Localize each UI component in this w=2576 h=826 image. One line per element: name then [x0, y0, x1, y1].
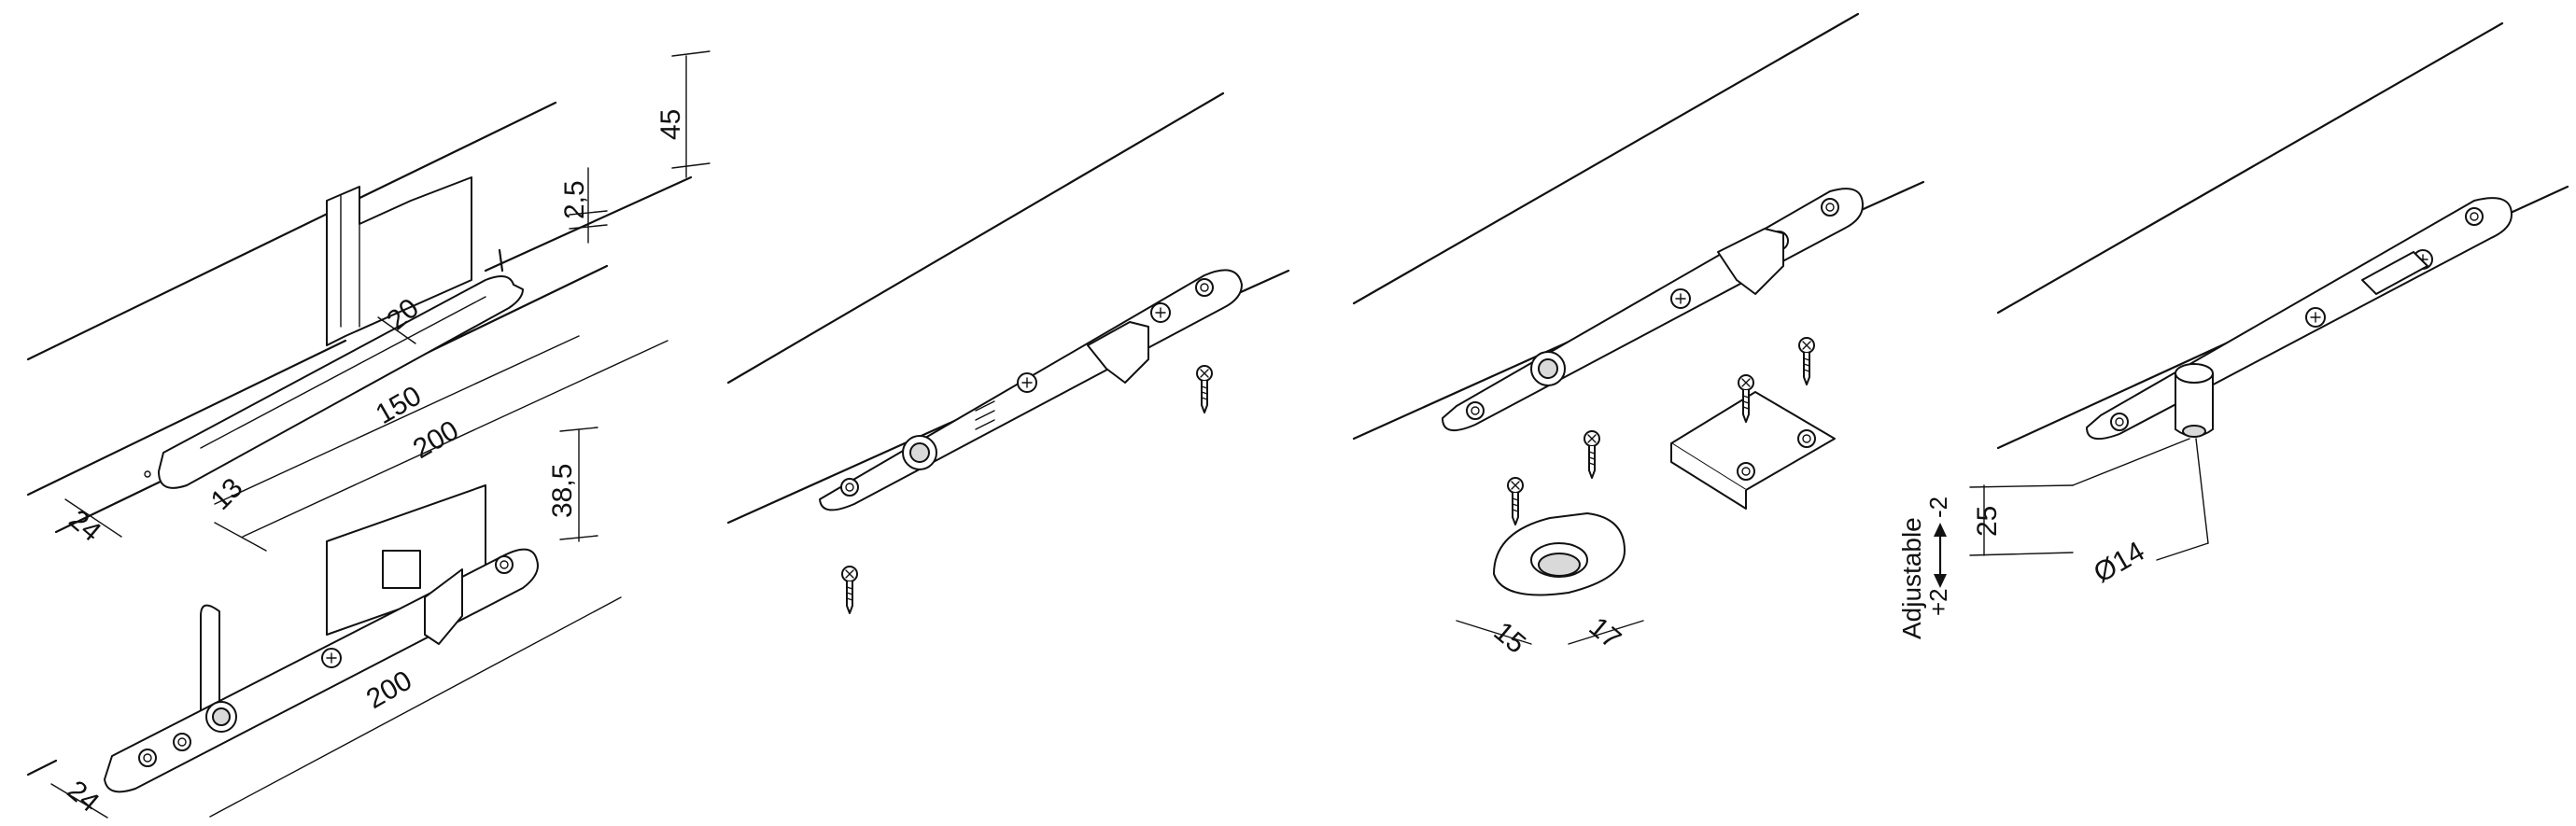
dimension-45: 45 — [655, 50, 711, 178]
pivot-plate — [819, 269, 1243, 511]
dim-17-label: 17 — [1584, 611, 1627, 655]
dim-20-line — [377, 316, 416, 344]
dimension-2-5: 2,5 — [559, 167, 608, 244]
door-edge-upper — [726, 91, 1225, 385]
dimension-17: 17 — [1568, 611, 1644, 655]
bottom-pivot-assembly — [26, 484, 539, 793]
screw-top — [1196, 365, 1213, 413]
screw-bottom — [841, 566, 858, 614]
dim-200-top-line — [242, 340, 669, 538]
dim-24-bottom-line — [50, 783, 108, 819]
adjustable-pivot-pin — [2175, 363, 2214, 438]
floor-pivot-socket — [1493, 512, 1626, 596]
minus-2-label: -2 — [1924, 497, 1952, 518]
plus-2-label: +2 — [1924, 588, 1952, 616]
panel-4-adjustable-pivot: 25 Adjustable +2 -2 Ø14 — [1897, 21, 2569, 639]
dimension-15: 15 — [1456, 616, 1532, 660]
dim-24-top-line — [64, 498, 122, 538]
dim-15-label: 15 — [1488, 616, 1532, 660]
top-pivot-plate — [144, 248, 524, 489]
dimension-38-5: 38,5 — [547, 427, 598, 542]
dim-45-label: 45 — [655, 109, 686, 140]
door-edge-upper — [1996, 21, 2504, 315]
panel-3-exploded-mounting: 15 17 — [1352, 12, 1925, 660]
dim-200-bottom-label: 200 — [361, 665, 417, 715]
diameter-callout: Ø14 — [2089, 438, 2209, 589]
diameter-14-label: Ø14 — [2089, 536, 2150, 589]
dimension-25: 25 — [1969, 484, 2074, 556]
dim-13-label: 13 — [205, 472, 249, 516]
dim-25-label: 25 — [1972, 506, 2003, 537]
dim-150-line — [214, 335, 580, 505]
dim-2-5-label: 2,5 — [559, 180, 590, 219]
screw-1 — [1798, 337, 1815, 385]
panel-2-plate-and-screws — [726, 91, 1290, 614]
dim-150-label: 150 — [371, 380, 427, 430]
dim-38-5-label: 38,5 — [547, 464, 578, 518]
floor-bracket — [1670, 391, 1836, 510]
pivot-plate — [2086, 197, 2513, 441]
pivot-plate — [1442, 188, 1864, 432]
door-frame-bracket — [326, 176, 472, 346]
pin-axis-line — [2072, 438, 2190, 486]
dim-200-bottom-line — [209, 596, 622, 818]
screw-4 — [1507, 477, 1524, 525]
dim-200-top-label: 200 — [408, 414, 464, 465]
door-edge-upper — [1352, 12, 1860, 305]
adjust-arrow — [1934, 523, 1947, 588]
dim-13-line — [214, 522, 267, 552]
panel-1-mounted-pivot-dimensions: 45 2,5 20 150 200 24 13 — [26, 50, 711, 819]
screw-3 — [1584, 430, 1600, 479]
adjustable-label: Adjustable — [1897, 517, 1926, 639]
